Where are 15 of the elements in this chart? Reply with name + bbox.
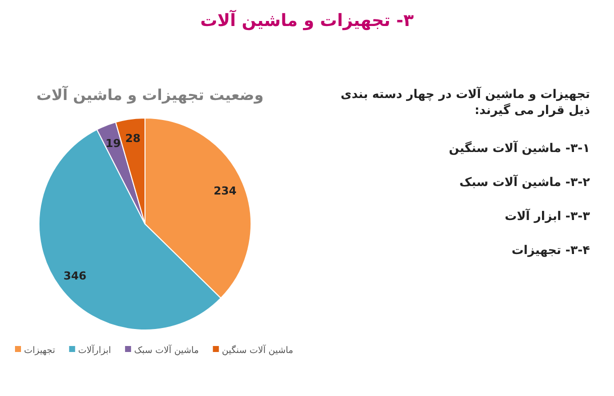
data-label: 346: [63, 269, 87, 282]
legend-label: ماشین آلات سنگین: [222, 344, 294, 356]
data-label: 19: [105, 137, 121, 150]
text: ۳-۱- ماشین آلات سنگین: [448, 140, 590, 155]
text: ۳-۳- ابزار آلات: [504, 208, 591, 223]
data-label: 234: [214, 184, 237, 198]
data-label: 28: [125, 132, 140, 145]
legend-label: ابزارآلات: [78, 344, 112, 356]
chart-title: ۳- تجهیزات و ماشین آلات: [200, 9, 414, 31]
chart-subtitle: وضعیت تجهیزات و ماشین آلات: [36, 85, 264, 104]
legend-label: ماشین آلات سبک: [134, 344, 200, 356]
text: ۳-۲- ماشین آلات سبک: [459, 174, 591, 189]
text: ۳-۴- تجهیزات: [512, 243, 590, 257]
legend-label: تجهیزات: [24, 346, 56, 356]
text: تجهیزات و ماشین آلات در چهار دسته بندی ذیل قرار می گیرند:: [340, 86, 590, 117]
